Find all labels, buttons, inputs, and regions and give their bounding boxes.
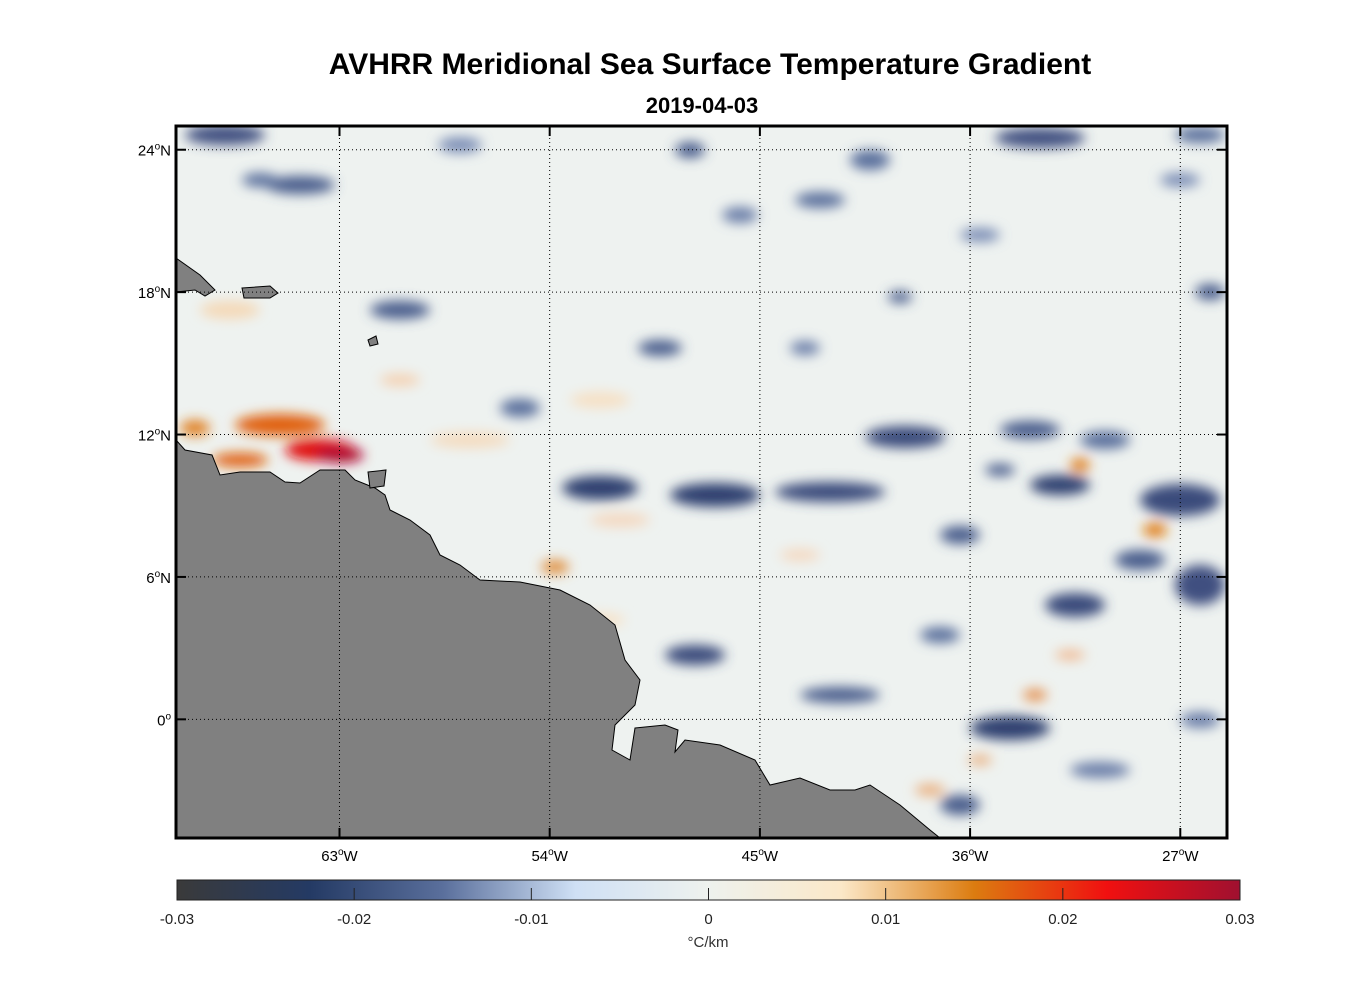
y-tick-label: 6oN (146, 569, 171, 587)
gradient-feature (235, 414, 325, 436)
colorbar-tick-label: 0.03 (1225, 911, 1254, 928)
gradient-feature (775, 482, 885, 502)
gradient-feature (1000, 421, 1060, 439)
gradient-feature (438, 137, 482, 153)
colorbar-tick-label: -0.02 (337, 911, 371, 928)
gradient-feature (960, 228, 1000, 242)
gradient-feature (1045, 593, 1105, 617)
y-tick-label: 18oN (138, 284, 171, 302)
x-tick-label: 36oW (952, 847, 989, 865)
gradient-feature (200, 301, 260, 319)
gradient-feature (1143, 523, 1167, 537)
island-land (367, 469, 387, 489)
gradient-feature (541, 560, 569, 574)
gradient-feature (562, 476, 638, 500)
gradient-feature (1175, 127, 1225, 143)
gradient-feature (380, 374, 420, 386)
gradient-feature (1055, 650, 1085, 660)
colorbar-tick-label: -0.03 (160, 911, 194, 928)
gradient-feature (888, 291, 912, 303)
gradient-feature (940, 795, 980, 815)
gradient-feature (940, 526, 980, 544)
gradient-feature (370, 301, 430, 319)
gradient-feature (1030, 475, 1090, 495)
south-america-land (176, 439, 941, 838)
gradient-feature (1160, 173, 1200, 187)
gradient-feature (795, 192, 845, 208)
x-tick-label: 27oW (1162, 847, 1199, 865)
gradient-feature (865, 426, 945, 448)
y-tick-label: 0o (157, 711, 171, 729)
gradient-feature (212, 453, 268, 467)
map-frame (174, 124, 1229, 840)
gradient-feature (590, 513, 650, 527)
x-tick-label: 45oW (742, 847, 779, 865)
gradient-feature (780, 549, 820, 561)
gradient-feature (1023, 689, 1047, 701)
gradient-feature (968, 755, 992, 765)
x-tick-label: 63oW (321, 847, 358, 865)
gradient-feature (985, 464, 1015, 476)
y-tick-label: 24oN (138, 142, 171, 160)
gradient-feature (675, 142, 705, 158)
gradient-feature (800, 687, 880, 703)
gradient-feature (722, 207, 758, 223)
colorbar-label: °C/km (688, 934, 729, 951)
gradient-feature (1070, 762, 1130, 778)
gradient-feature (1115, 550, 1165, 570)
colorbar-tick-label: -0.01 (514, 911, 548, 928)
gradient-feature (1140, 484, 1220, 516)
gradient-feature (242, 173, 278, 187)
island-land (176, 257, 216, 297)
gradient-feature (265, 176, 335, 194)
gradient-feature (790, 341, 820, 355)
gradient-feature (1080, 431, 1130, 449)
gradient-feature (970, 716, 1050, 740)
gradient-feature (1070, 458, 1090, 472)
gradient-feature (430, 432, 510, 448)
y-tick-label: 12oN (138, 427, 171, 445)
gradient-feature (995, 128, 1085, 148)
gradient-feature (915, 784, 945, 796)
colorbar-tick-label: 0.01 (871, 911, 900, 928)
gradient-feature (638, 340, 682, 356)
gradient-feature (180, 420, 210, 436)
gradient-feature (850, 150, 890, 170)
chart-subtitle: 2019-04-03 (645, 93, 759, 118)
colorbar-tick-label: 0 (704, 911, 712, 928)
gradient-feature (1175, 565, 1225, 605)
chart-title: AVHRR Meridional Sea Surface Temperature… (328, 48, 1092, 81)
gradient-feature (920, 627, 960, 643)
gradient-feature (1195, 284, 1225, 300)
gradient-feature (670, 483, 760, 507)
gradient-feature (665, 645, 725, 665)
gradient-feature (185, 126, 265, 145)
x-tick-label: 54oW (531, 847, 568, 865)
gradient-feature (500, 399, 540, 417)
gradient-feature (570, 392, 630, 408)
island-land (367, 335, 379, 347)
gradient-feature (1180, 712, 1220, 728)
colorbar-tick-label: 0.02 (1048, 911, 1077, 928)
gradient-feature (316, 447, 364, 463)
